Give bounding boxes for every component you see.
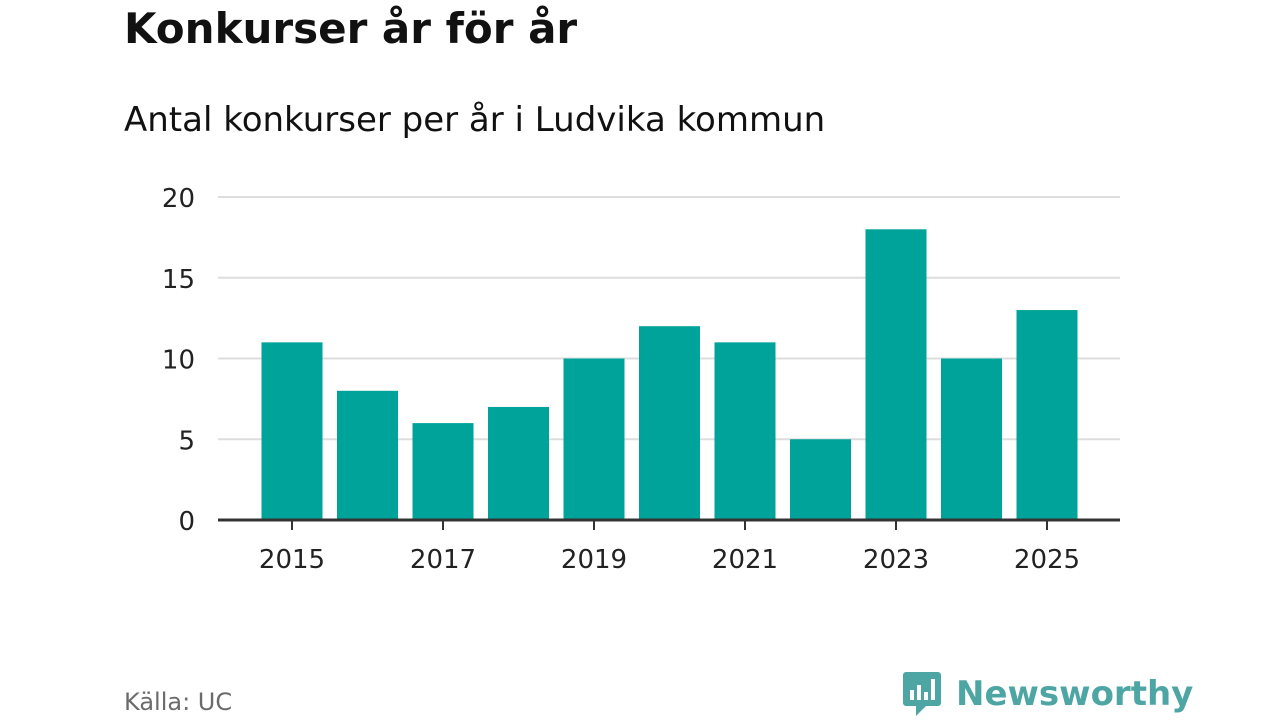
y-axis-ticks: 0 5 10 15 20 — [162, 184, 195, 537]
bar-2016 — [337, 390, 398, 520]
brand-logo: Newsworthy — [902, 670, 1193, 718]
source-note: Källa: UC — [124, 688, 233, 716]
bar-2015 — [261, 342, 323, 520]
x-tick-label: 2021 — [712, 545, 778, 575]
bars — [261, 229, 1078, 521]
bar-2018 — [488, 406, 549, 520]
brand-name: Newsworthy — [956, 674, 1194, 714]
chart-subtitle: Antal konkurser per år i Ludvika kommun — [124, 100, 826, 140]
x-tick-label: 2023 — [863, 545, 929, 575]
bar-2024 — [941, 358, 1002, 520]
y-tick-label: 10 — [162, 346, 195, 376]
x-tick-label: 2019 — [561, 545, 627, 575]
newsworthy-logo-icon — [903, 672, 941, 716]
bar-2020 — [639, 326, 700, 520]
y-tick-label: 20 — [162, 184, 195, 214]
x-axis-ticks: 2015 2017 2019 2021 2023 2025 — [259, 520, 1080, 575]
chart-title: Konkurser år för år — [124, 4, 578, 53]
x-tick-label: 2017 — [410, 545, 476, 575]
bar-2025 — [1016, 310, 1078, 520]
bar-2022 — [790, 439, 851, 520]
x-tick-label: 2015 — [259, 545, 325, 575]
bar-2023 — [865, 229, 927, 521]
bar-2017 — [412, 423, 474, 520]
y-tick-label: 5 — [178, 426, 195, 456]
y-tick-label: 0 — [178, 507, 195, 537]
bar-2019 — [563, 358, 625, 520]
y-tick-label: 15 — [162, 265, 195, 295]
bar-2021 — [714, 342, 776, 520]
x-tick-label: 2025 — [1014, 545, 1080, 575]
